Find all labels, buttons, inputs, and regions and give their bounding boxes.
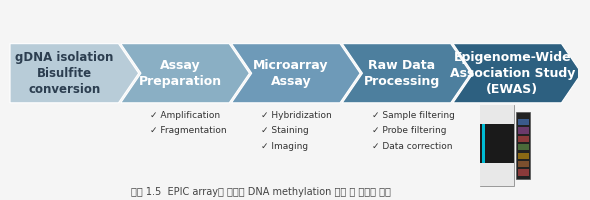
- Bar: [516, 112, 530, 179]
- Bar: [517, 127, 529, 134]
- Text: gDNA isolation
Bisulfite
conversion: gDNA isolation Bisulfite conversion: [15, 51, 113, 96]
- Text: Raw Data
Processing: Raw Data Processing: [363, 59, 440, 88]
- Polygon shape: [231, 44, 360, 103]
- Polygon shape: [121, 44, 250, 103]
- Bar: [517, 169, 529, 176]
- Bar: [483, 124, 485, 163]
- Polygon shape: [453, 44, 582, 103]
- Bar: [517, 136, 529, 142]
- Text: ✓ Sample filtering: ✓ Sample filtering: [372, 111, 454, 120]
- Text: 그림 1.5  EPIC array를 활용한 DNA methylation 실험 및 전처리 과정: 그림 1.5 EPIC array를 활용한 DNA methylation 실…: [131, 187, 391, 197]
- Text: ✓ Data correction: ✓ Data correction: [372, 142, 452, 151]
- Text: ✓ Fragmentation: ✓ Fragmentation: [150, 126, 227, 135]
- Text: ✓ Hybridization: ✓ Hybridization: [261, 111, 332, 120]
- Bar: [517, 119, 529, 125]
- Text: ✓ Probe filtering: ✓ Probe filtering: [372, 126, 446, 135]
- Text: Epigenome-Wide
Association Study
(EWAS): Epigenome-Wide Association Study (EWAS): [450, 51, 575, 96]
- Bar: [480, 124, 513, 163]
- Polygon shape: [342, 44, 471, 103]
- Bar: [517, 161, 529, 167]
- Polygon shape: [10, 44, 139, 103]
- Text: Microarray
Assay: Microarray Assay: [253, 59, 329, 88]
- Bar: [480, 105, 513, 186]
- Bar: [480, 163, 513, 186]
- Bar: [480, 105, 513, 124]
- Bar: [517, 153, 529, 159]
- Text: Assay
Preparation: Assay Preparation: [139, 59, 222, 88]
- Text: ✓ Staining: ✓ Staining: [261, 126, 309, 135]
- Text: ✓ Imaging: ✓ Imaging: [261, 142, 308, 151]
- Bar: [517, 144, 529, 150]
- Text: ✓ Amplification: ✓ Amplification: [150, 111, 220, 120]
